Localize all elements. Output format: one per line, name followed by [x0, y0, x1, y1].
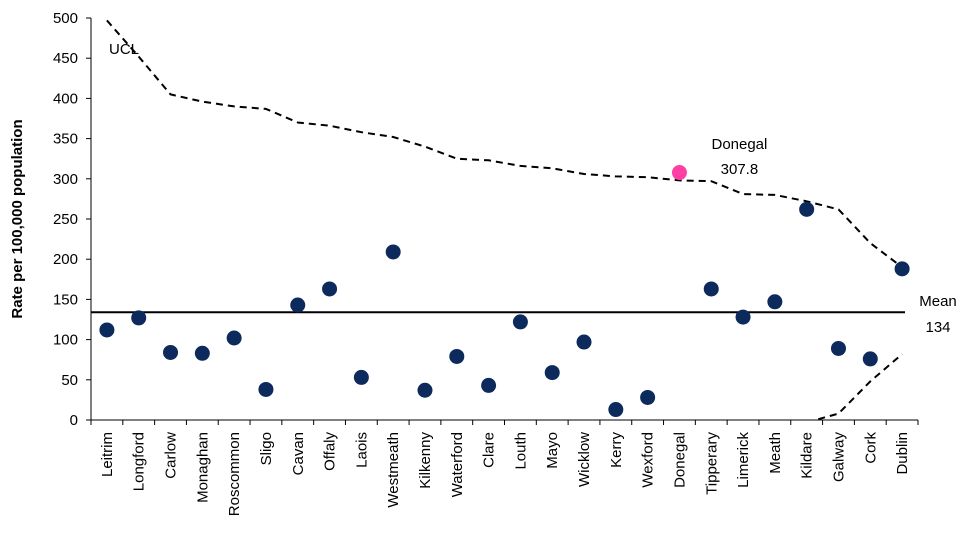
data-point [99, 322, 115, 338]
x-tick-label: Galway [830, 432, 847, 483]
x-tick-label: Monaghan [194, 432, 211, 503]
data-point [512, 314, 528, 330]
x-tick-label: Donegal [671, 432, 688, 488]
data-point [894, 261, 910, 277]
y-axis-label: Rate per 100,000 population [9, 119, 26, 318]
y-tick-label: 450 [53, 50, 78, 67]
x-tick-label: Wexford [640, 432, 657, 488]
data-point [862, 351, 878, 367]
y-tick-label: 200 [53, 251, 78, 268]
highlight-value-label: 307.8 [721, 161, 759, 178]
y-tick-label: 300 [53, 171, 78, 188]
y-tick-label: 350 [53, 131, 78, 148]
y-tick-label: 250 [53, 211, 78, 228]
data-point [385, 244, 401, 260]
data-point [767, 294, 783, 310]
data-point [258, 381, 274, 397]
x-tick-label: Louth [512, 432, 529, 470]
y-tick-label: 150 [53, 291, 78, 308]
data-point [131, 310, 147, 326]
data-point [640, 389, 656, 405]
data-point [163, 344, 179, 360]
y-tick-label: 500 [53, 10, 78, 27]
y-tick-label: 0 [70, 412, 78, 429]
lcl-line [811, 353, 903, 420]
mean-value-label: 134 [925, 319, 950, 336]
data-point [322, 281, 338, 297]
highlight-name-label: Donegal [711, 136, 767, 153]
x-tick-label: Wicklow [576, 432, 593, 487]
ucl-line [106, 19, 903, 268]
x-tick-label: Waterford [449, 432, 466, 497]
y-tick-label: 400 [53, 90, 78, 107]
x-tick-label: Mayo [544, 432, 561, 469]
x-tick-label: Cork [862, 432, 879, 464]
data-point [290, 297, 306, 313]
data-point [608, 402, 624, 418]
data-point [226, 330, 242, 346]
x-tick-label: Longford [131, 432, 148, 491]
x-tick-label: Clare [481, 432, 498, 468]
ucl-label: UCL [109, 41, 139, 58]
y-tick-label: 100 [53, 332, 78, 349]
data-point [481, 377, 497, 393]
data-point [417, 382, 433, 398]
data-point [544, 365, 560, 381]
y-tick-label: 50 [61, 372, 78, 389]
x-tick-label: Meath [767, 432, 784, 474]
data-point [353, 369, 369, 385]
x-tick-label: Tipperary [703, 432, 720, 495]
data-point-highlight [671, 165, 687, 181]
x-tick-label: Cavan [290, 432, 307, 475]
data-point [703, 281, 719, 297]
x-tick-label: Dublin [894, 432, 911, 475]
data-point [830, 340, 846, 356]
x-tick-label: Limerick [735, 432, 752, 488]
data-point [449, 348, 465, 364]
mean-label: Mean [919, 293, 957, 310]
plot-area: 0 50 100 150 200 250 300 350 400 450 500 Leitrim Lon… [53, 10, 957, 516]
x-tick-label: Kildare [799, 432, 816, 479]
x-tick-label: Kerry [608, 432, 625, 468]
x-tick-label: Roscommon [226, 432, 243, 516]
x-tick-label: Carlow [163, 432, 180, 479]
x-tick-label: Sligo [258, 432, 275, 465]
data-point [799, 201, 815, 217]
data-point [735, 309, 751, 325]
data-point [194, 345, 210, 361]
x-tick-label: Westmeath [385, 432, 402, 508]
x-tick-label: Laois [353, 432, 370, 468]
x-tick-label: Leitrim [99, 432, 116, 477]
x-tick-label: Kilkenny [417, 432, 434, 489]
data-point [576, 334, 592, 350]
x-tick-label: Offaly [322, 432, 339, 471]
